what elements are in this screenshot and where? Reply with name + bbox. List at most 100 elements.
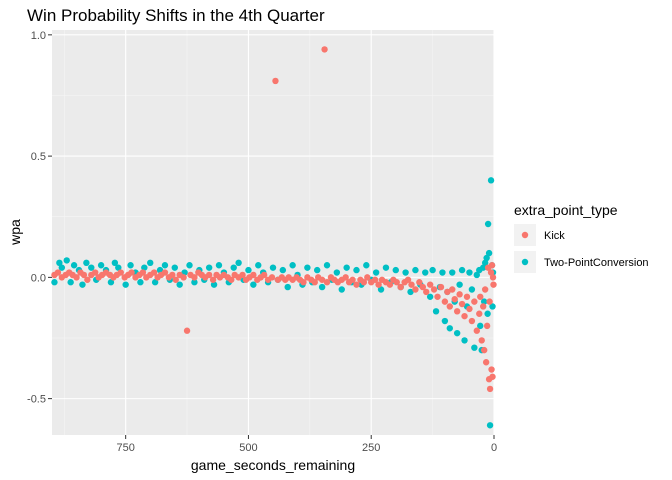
data-point	[311, 279, 318, 286]
data-point	[483, 254, 490, 262]
data-point	[235, 259, 242, 267]
data-point	[268, 274, 276, 281]
plot-panel	[52, 30, 494, 435]
data-point	[485, 249, 493, 257]
data-point	[463, 293, 471, 300]
x-axis-title: game_seconds_remaining	[191, 457, 355, 473]
data-point	[480, 346, 488, 354]
data-point	[111, 259, 119, 267]
data-point	[412, 286, 419, 293]
data-point	[422, 269, 429, 276]
data-point	[128, 269, 135, 276]
data-point	[486, 298, 493, 305]
data-point	[453, 308, 461, 315]
legend-items: Kick Two-PointConversion	[514, 224, 649, 273]
data-point	[487, 269, 495, 276]
data-point	[484, 310, 491, 317]
data-point	[407, 288, 414, 296]
data-point	[471, 298, 478, 305]
data-point	[453, 329, 461, 337]
data-point	[250, 281, 257, 288]
x-tick-label: 0	[491, 442, 497, 454]
data-point	[487, 177, 495, 184]
data-point	[382, 264, 390, 271]
data-point	[127, 262, 134, 269]
data-point	[441, 298, 449, 305]
data-point	[205, 264, 213, 271]
data-point	[92, 269, 99, 276]
data-point	[360, 279, 368, 286]
data-point	[478, 337, 485, 344]
data-point	[404, 276, 412, 283]
data-point	[371, 276, 379, 283]
data-point	[461, 337, 468, 344]
data-point	[176, 281, 183, 288]
data-point	[372, 269, 380, 276]
data-point	[323, 262, 331, 269]
data-point	[151, 279, 159, 286]
data-point	[115, 264, 122, 271]
data-point	[180, 274, 187, 281]
data-points	[51, 46, 497, 429]
data-point	[117, 269, 124, 276]
data-point	[466, 269, 473, 276]
data-point	[458, 266, 466, 274]
data-point	[432, 308, 440, 315]
data-point	[408, 281, 415, 288]
data-point	[321, 46, 328, 53]
data-point	[353, 266, 360, 274]
data-point	[54, 269, 62, 276]
data-point	[468, 317, 476, 325]
data-point	[84, 276, 91, 283]
data-point	[397, 283, 404, 291]
data-point	[318, 276, 326, 283]
data-point	[161, 269, 169, 276]
y-axis-title: wpa	[7, 219, 23, 246]
data-point	[446, 303, 453, 310]
data-point	[488, 366, 495, 373]
data-point	[434, 293, 441, 300]
data-point	[171, 264, 178, 271]
data-point	[323, 279, 331, 286]
data-point	[481, 286, 489, 293]
data-point	[466, 305, 473, 313]
data-point	[191, 279, 198, 286]
data-point	[156, 266, 164, 274]
data-point	[279, 266, 287, 274]
data-point	[419, 283, 426, 291]
data-point	[393, 279, 400, 286]
data-point	[255, 262, 262, 269]
data-point	[183, 327, 191, 334]
legend-swatch	[521, 231, 529, 239]
data-point	[349, 276, 356, 283]
data-point	[477, 322, 484, 330]
data-point	[364, 274, 371, 281]
data-point	[269, 264, 277, 271]
axis-ticks: 750 500 250 0 1.0 0.5 0.0 -0.5	[27, 30, 497, 454]
data-point	[333, 269, 341, 276]
data-point	[490, 281, 497, 288]
data-point	[486, 422, 494, 429]
data-point	[314, 266, 321, 274]
data-point	[186, 262, 193, 269]
data-point	[139, 269, 147, 276]
data-point	[377, 286, 385, 293]
data-point	[476, 310, 483, 317]
data-point	[342, 274, 349, 281]
data-point	[83, 259, 90, 267]
data-point	[412, 266, 419, 274]
data-point	[284, 283, 291, 291]
legend-title: extra_point_type	[514, 202, 618, 218]
data-point	[300, 279, 307, 286]
data-point	[79, 281, 86, 288]
data-point	[228, 276, 235, 283]
data-point	[484, 220, 492, 228]
data-point	[449, 286, 456, 293]
data-point	[482, 359, 490, 366]
data-point	[449, 269, 456, 276]
data-point	[304, 264, 311, 271]
data-point	[426, 281, 434, 288]
data-point	[483, 322, 491, 330]
data-point	[489, 274, 497, 281]
